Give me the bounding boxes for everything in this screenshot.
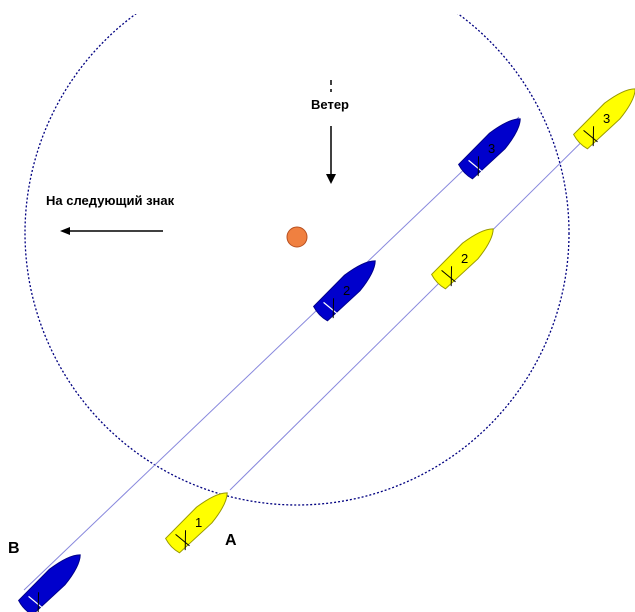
yellow-boat-position-1: 1 — [164, 492, 228, 554]
yellow-track-line — [229, 96, 628, 491]
yellow-boat-position-2: 2 — [430, 228, 494, 290]
svg-text:3: 3 — [488, 141, 495, 156]
rounding-mark — [286, 226, 308, 248]
boat-label-b: B — [8, 540, 20, 557]
svg-text:3: 3 — [603, 111, 610, 126]
svg-text:2: 2 — [343, 283, 350, 298]
wind-label: Ветер — [311, 97, 349, 112]
boat-label-a: A — [225, 532, 237, 549]
blue-track-line — [23, 116, 520, 591]
yellow-boat-position-3: 3 — [572, 88, 635, 150]
blue-boat-position-3: 3 — [457, 118, 521, 180]
next-mark-label: На следующий знак — [46, 193, 175, 208]
blue-boat-position-2: 2 — [312, 260, 376, 322]
svg-text:2: 2 — [461, 251, 468, 266]
wind-arrow — [326, 80, 336, 184]
svg-text:1: 1 — [195, 515, 202, 530]
zone-circle — [24, 14, 570, 506]
blue-boat-position-1 — [17, 554, 81, 612]
